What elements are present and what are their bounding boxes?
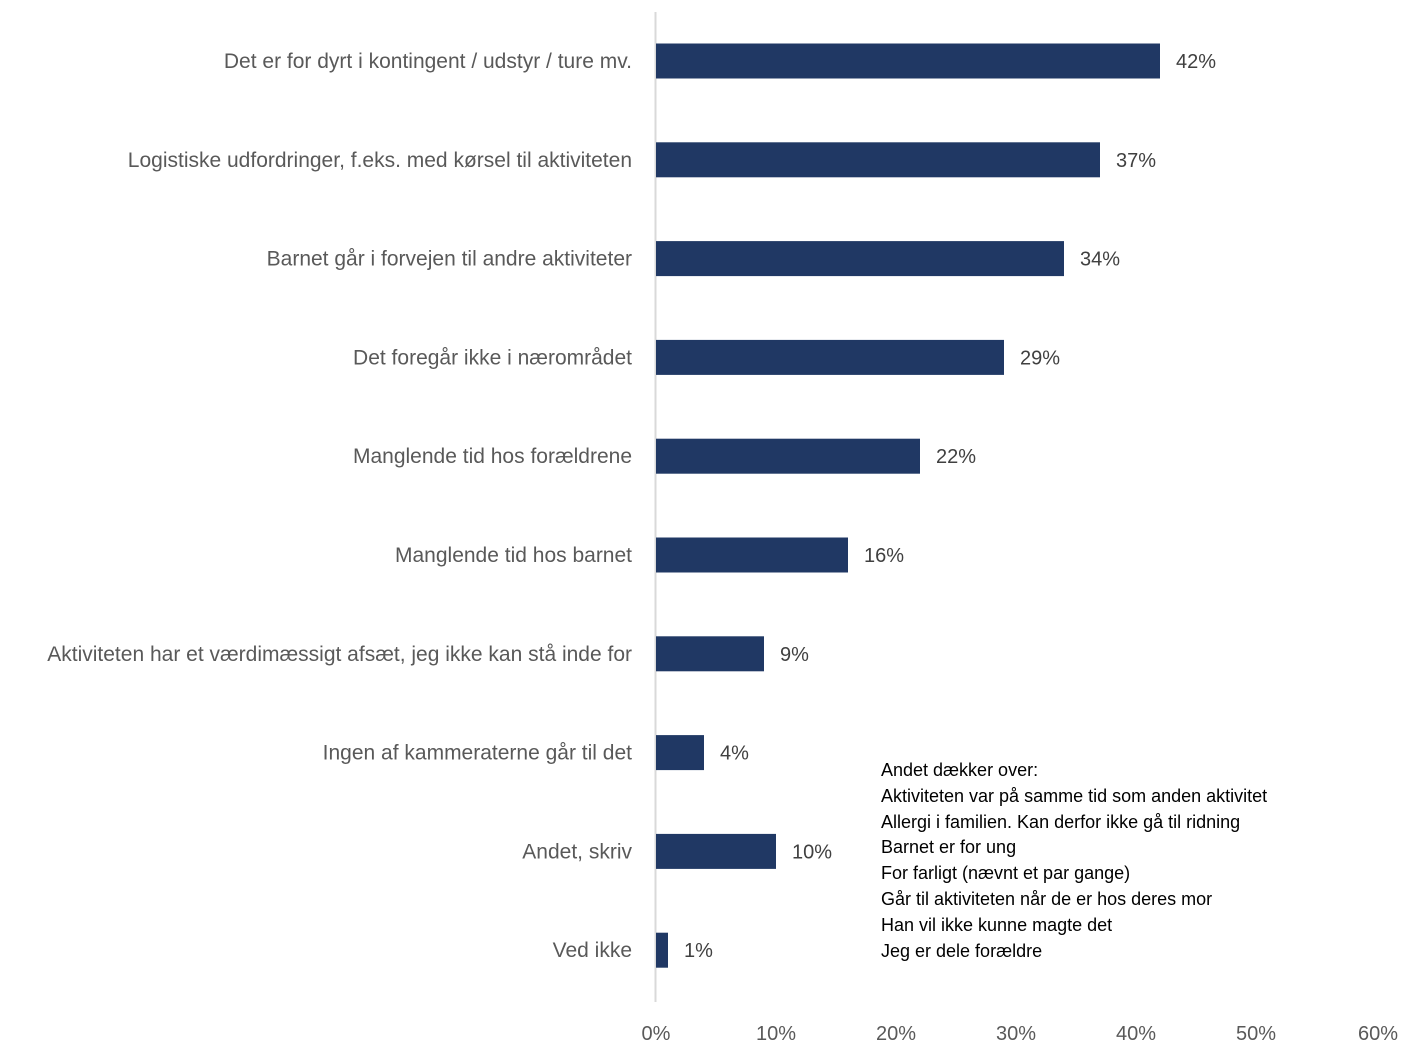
- bar: [656, 339, 1004, 375]
- value-label: 16%: [864, 545, 904, 567]
- bar: [656, 438, 920, 474]
- x-tick-label: 60%: [1358, 1023, 1398, 1042]
- x-tick-label: 10%: [756, 1023, 796, 1042]
- bar: [656, 241, 1064, 277]
- bar: [656, 932, 668, 968]
- bar: [656, 833, 776, 869]
- category-label: Manglende tid hos barnet: [395, 544, 632, 567]
- value-label: 37%: [1116, 150, 1156, 172]
- category-label: Ved ikke: [553, 939, 632, 962]
- note-line: Går til aktiviteten når de er hos deres …: [881, 888, 1213, 909]
- value-label: 4%: [720, 743, 749, 765]
- x-tick-label: 40%: [1116, 1023, 1156, 1042]
- bar: [656, 537, 848, 573]
- bar: [656, 735, 704, 771]
- value-label: 29%: [1020, 347, 1060, 369]
- value-label: 9%: [780, 644, 809, 666]
- bar: [656, 636, 764, 672]
- x-tick-label: 30%: [996, 1023, 1036, 1042]
- note-line: Jeg er dele forældre: [881, 940, 1043, 961]
- value-label: 10%: [792, 841, 832, 863]
- x-tick-labels: 0% 10% 20% 30% 40% 50% 60%: [642, 1023, 1399, 1042]
- value-label: 1%: [684, 940, 713, 962]
- note-line: Allergi i familien. Kan derfor ikke gå t…: [881, 811, 1241, 832]
- value-labels: 42% 37% 34% 29% 22% 16% 9% 4% 10% 1%: [684, 51, 1216, 962]
- bars-group: [656, 43, 1160, 968]
- note-line: Andet dækker over:: [881, 760, 1039, 780]
- category-label: Det foregår ikke i nærområdet: [353, 346, 632, 369]
- bar: [656, 142, 1100, 178]
- bar: [656, 43, 1160, 79]
- category-label: Aktiviteten har et værdimæssigt afsæt, j…: [47, 643, 632, 666]
- x-tick-label: 0%: [642, 1023, 671, 1042]
- other-answers-note: Andet dækker over: Aktiviteten var på sa…: [881, 758, 1267, 964]
- value-label: 34%: [1080, 249, 1120, 271]
- note-line: Aktiviteten var på samme tid som anden a…: [881, 785, 1268, 806]
- note-line: Han vil ikke kunne magte det: [881, 914, 1113, 935]
- value-label: 42%: [1176, 51, 1216, 73]
- x-tick-label: 50%: [1236, 1023, 1276, 1042]
- category-label: Logistiske udfordringer, f.eks. med kørs…: [128, 149, 632, 172]
- category-label: Ingen af kammeraterne går til det: [323, 742, 632, 765]
- category-label: Barnet går i forvejen til andre aktivite…: [267, 248, 632, 271]
- value-label: 22%: [936, 446, 976, 468]
- category-label: Det er for dyrt i kontingent / udstyr / …: [224, 50, 632, 73]
- note-line: Barnet er for ung: [881, 837, 1017, 858]
- x-tick-label: 20%: [876, 1023, 916, 1042]
- category-label: Manglende tid hos forældrene: [353, 445, 632, 468]
- category-labels: Det er for dyrt i kontingent / udstyr / …: [47, 50, 632, 962]
- note-line: For farligt (nævnt et par gange): [881, 863, 1131, 884]
- category-label: Andet, skriv: [522, 840, 632, 863]
